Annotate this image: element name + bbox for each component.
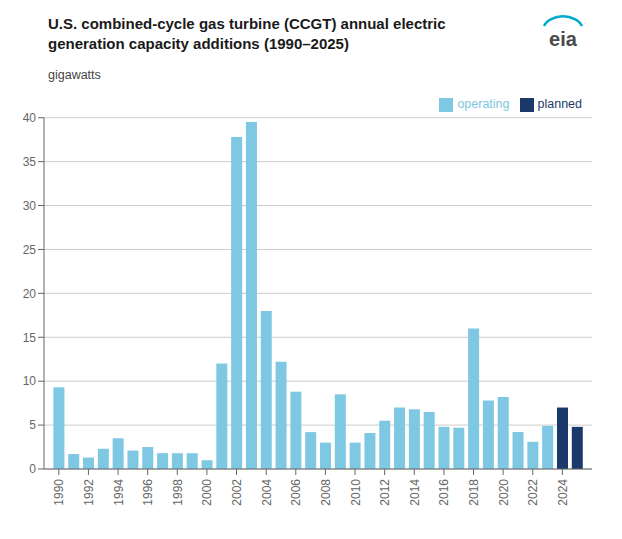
svg-text:2008: 2008 <box>319 479 333 506</box>
svg-text:2012: 2012 <box>378 479 392 506</box>
svg-text:15: 15 <box>23 331 37 345</box>
svg-text:2022: 2022 <box>526 479 540 506</box>
svg-text:5: 5 <box>29 418 36 432</box>
svg-text:35: 35 <box>23 155 37 169</box>
svg-text:30: 30 <box>23 199 37 213</box>
svg-text:10: 10 <box>23 374 37 388</box>
svg-text:2018: 2018 <box>467 479 481 506</box>
svg-text:1996: 1996 <box>141 479 155 506</box>
html-text:U.S. combined-cycle gas turbin: U.S. combined-cycle gas turbine (CCGT) a… <box>48 15 446 32</box>
svg-text:40: 40 <box>23 111 37 125</box>
svg-text:2024: 2024 <box>556 479 570 506</box>
svg-text:1990: 1990 <box>52 479 66 506</box>
svg-text:1994: 1994 <box>112 479 126 506</box>
svg-text:2020: 2020 <box>497 479 511 506</box>
html-text:generation capacity additions: generation capacity additions (1990–2025… <box>48 35 349 52</box>
svg-text:1998: 1998 <box>171 479 185 506</box>
svg-text:2016: 2016 <box>437 479 451 506</box>
html-text:gigawatts: gigawatts <box>48 68 101 82</box>
svg-text:25: 25 <box>23 243 37 257</box>
svg-text:2002: 2002 <box>230 479 244 506</box>
svg-text:2014: 2014 <box>408 479 422 506</box>
svg-text:0: 0 <box>29 462 36 476</box>
svg-text:2006: 2006 <box>289 479 303 506</box>
svg-text:2000: 2000 <box>200 479 214 506</box>
svg-text:2010: 2010 <box>349 479 363 506</box>
svg-text:2004: 2004 <box>260 479 274 506</box>
svg-text:20: 20 <box>23 287 37 301</box>
html-text:eia: eia <box>549 28 577 50</box>
html-text:planned: planned <box>537 97 582 111</box>
html-text:operating: operating <box>457 97 510 111</box>
svg-text:1992: 1992 <box>82 479 96 506</box>
